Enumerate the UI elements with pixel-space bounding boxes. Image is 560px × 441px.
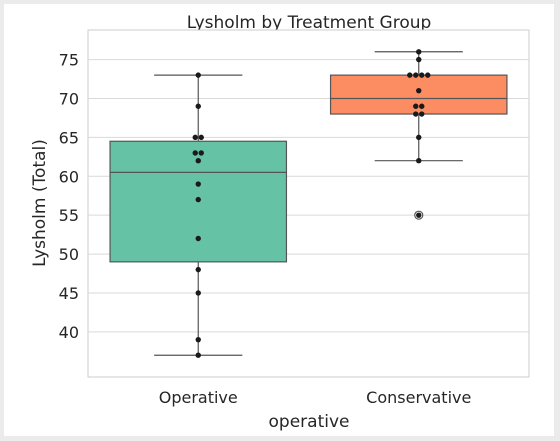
- y-tick-label: 50: [59, 245, 79, 264]
- data-point: [413, 72, 419, 78]
- y-tick-label: 65: [59, 128, 79, 147]
- y-axis-label: Lysholm (Total): [30, 139, 50, 267]
- data-point: [407, 72, 413, 78]
- data-point: [416, 87, 422, 94]
- data-point: [425, 72, 431, 78]
- data-point: [195, 290, 201, 296]
- data-point: [195, 352, 201, 358]
- data-point: [192, 150, 198, 156]
- y-tick-label: 55: [59, 206, 79, 225]
- data-points: [192, 49, 431, 358]
- data-point: [195, 196, 201, 203]
- data-point: [195, 72, 201, 78]
- data-point: [192, 134, 198, 141]
- data-point: [416, 56, 422, 63]
- y-tick-label: 40: [59, 323, 79, 342]
- x-tick-label: Operative: [159, 388, 238, 407]
- y-tick-label: 75: [59, 51, 79, 70]
- data-point: [198, 150, 204, 156]
- data-point: [419, 111, 425, 117]
- y-tick-label: 60: [59, 167, 79, 186]
- chart-frame: Lysholm by Treatment Group 40 45 50 55 60 65 7…: [4, 4, 554, 436]
- x-tick-label: Conservative: [366, 388, 471, 407]
- data-point: [198, 134, 204, 141]
- data-point: [195, 266, 201, 273]
- boxplot-chart: Lysholm by Treatment Group 40 45 50 55 60 65 7…: [30, 13, 530, 432]
- y-tick-label: 70: [59, 89, 79, 108]
- data-point: [195, 336, 201, 343]
- data-point: [195, 235, 201, 242]
- box-conservative: [329, 74, 508, 115]
- data-point: [195, 158, 201, 164]
- x-axis-label: operative: [269, 412, 350, 432]
- y-tick-label: 45: [59, 284, 79, 303]
- data-point: [416, 158, 422, 164]
- data-point: [413, 103, 419, 109]
- data-point: [416, 212, 422, 218]
- y-tick-labels: 40 45 50 55 60 65 70 75: [59, 51, 79, 342]
- x-tick-labels: Operative Conservative: [159, 388, 472, 407]
- data-point: [416, 134, 422, 141]
- data-point: [419, 72, 425, 78]
- data-point: [195, 181, 201, 187]
- data-point: [413, 111, 419, 117]
- chart-title: Lysholm by Treatment Group: [187, 13, 432, 33]
- data-point: [419, 103, 425, 109]
- data-point: [195, 103, 201, 109]
- data-point: [416, 49, 422, 55]
